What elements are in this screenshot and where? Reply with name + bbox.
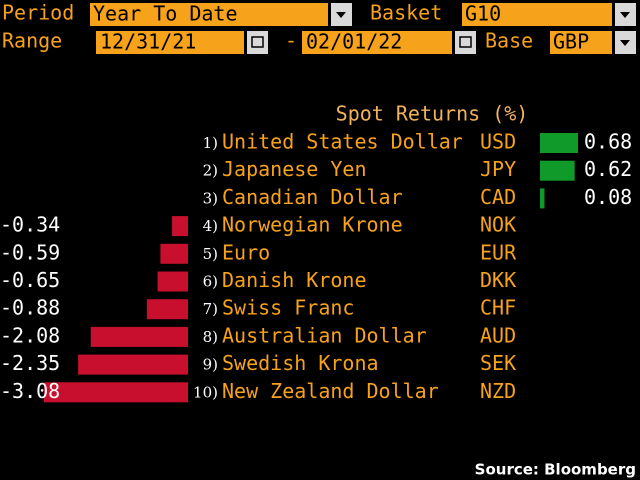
code-label: DKK <box>480 268 516 292</box>
category-label: Norwegian Krone <box>222 213 403 237</box>
basket-field[interactable] <box>462 3 612 26</box>
category-label: United States Dollar <box>222 130 463 154</box>
period-dropdown[interactable]: Year To Date <box>90 2 352 27</box>
rank-label: 6) <box>203 273 218 291</box>
rank-label: 8) <box>203 328 218 346</box>
end-field[interactable] <box>302 31 452 54</box>
rank-label: 3) <box>203 189 218 207</box>
code-label: CAD <box>480 185 516 209</box>
dropdown-arrow <box>620 40 630 46</box>
rank-label: 5) <box>203 245 218 263</box>
base-value: GBP <box>553 30 589 54</box>
category-label: Japanese Yen <box>222 157 367 181</box>
bar <box>157 271 188 292</box>
dropdown-arrow <box>336 12 346 18</box>
base-label: Base <box>485 29 533 53</box>
bar <box>90 326 188 347</box>
calendar-button[interactable] <box>247 31 268 54</box>
bar <box>540 188 545 209</box>
category-label: New Zealand Dollar <box>222 379 439 403</box>
value-label: -0.88 <box>0 296 60 320</box>
calendar-bg[interactable] <box>455 31 476 54</box>
code-label: EUR <box>480 240 517 264</box>
category-label: Danish Krone <box>222 268 367 292</box>
source: Source: Bloomberg <box>475 461 636 479</box>
category-label: Euro <box>222 240 270 264</box>
bar <box>44 382 188 403</box>
bar <box>172 216 188 237</box>
base-field[interactable] <box>550 31 612 54</box>
code-label: NZD <box>480 379 516 403</box>
chart-title: Spot Returns (%) <box>336 102 529 126</box>
basket-dropdown[interactable]: G10 <box>462 2 636 27</box>
basket-label: Basket <box>370 1 442 25</box>
rank-label: 9) <box>203 356 218 374</box>
bar <box>540 133 578 153</box>
code-label: CHF <box>480 296 516 320</box>
code-label: USD <box>480 130 516 154</box>
value-label: -2.35 <box>0 351 60 375</box>
dropdown-arrow <box>620 12 630 18</box>
start-date: 12/31/21 <box>100 30 196 54</box>
start-field[interactable] <box>96 31 244 54</box>
bar <box>78 354 188 375</box>
calendar-icon <box>459 36 472 48</box>
rank-label: 2) <box>203 162 218 180</box>
rank-label: 10) <box>193 383 218 401</box>
calendar-icon <box>251 36 264 48</box>
end-date: 02/01/22 <box>306 30 402 54</box>
value-label: -3.08 <box>0 379 60 403</box>
calendar-bg[interactable] <box>247 31 268 54</box>
period-label: Period <box>2 1 74 25</box>
value-label: 0.62 <box>584 157 632 181</box>
category-label: Swiss Franc <box>222 296 354 320</box>
period-value: Year To Date <box>93 2 238 26</box>
category-label: Australian Dollar <box>222 323 427 347</box>
code-label: SEK <box>480 351 516 375</box>
value-label: -2.08 <box>0 323 60 347</box>
basket-value: G10 <box>465 2 501 26</box>
rank-label: 4) <box>203 217 218 235</box>
bar <box>146 299 188 320</box>
value-label: -0.65 <box>0 268 60 292</box>
rank-label: 1) <box>203 134 218 152</box>
value-label: 0.68 <box>584 130 632 154</box>
category-label: Swedish Krona <box>222 351 379 375</box>
rank-label: 7) <box>203 300 218 318</box>
code-label: JPY <box>480 157 516 181</box>
code-label: AUD <box>480 323 516 347</box>
base-dropdown[interactable]: GBP <box>550 30 636 55</box>
category-label: Canadian Dollar <box>222 185 403 209</box>
value-label: -0.34 <box>0 213 60 237</box>
range-label: Range <box>2 29 62 53</box>
bar <box>160 243 188 264</box>
calendar-button[interactable] <box>455 31 476 54</box>
bar <box>540 160 575 181</box>
range-separator: - <box>285 29 297 53</box>
value-label: 0.08 <box>584 185 632 209</box>
value-label: -0.59 <box>0 240 60 264</box>
code-label: NOK <box>480 213 516 237</box>
period-field[interactable] <box>90 3 328 26</box>
